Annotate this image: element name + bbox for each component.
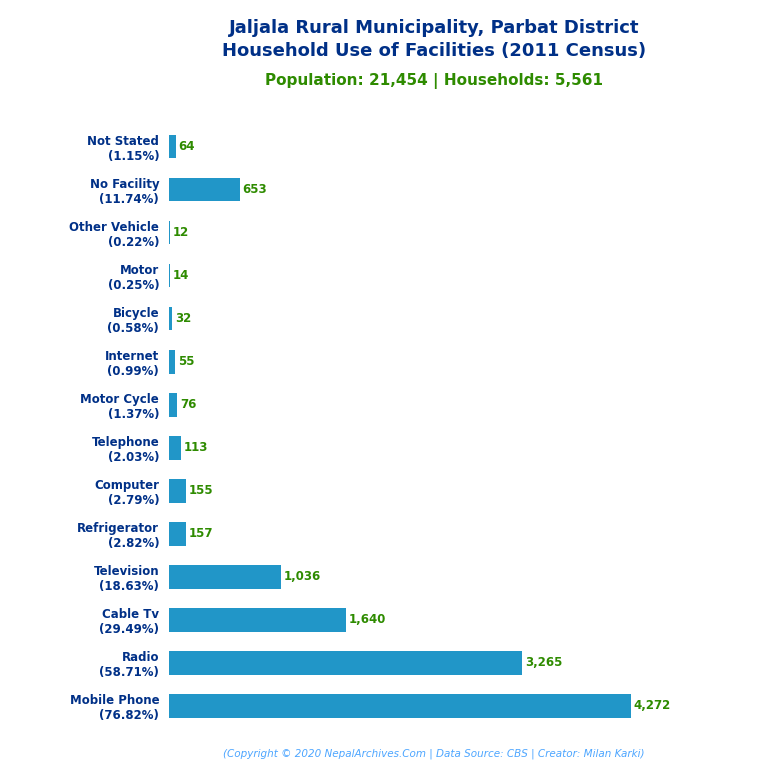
Text: 157: 157 [189, 528, 214, 541]
Text: 76: 76 [180, 399, 197, 411]
Bar [169, 307, 173, 330]
Bar [169, 220, 170, 244]
Bar [169, 694, 631, 718]
Text: 155: 155 [188, 485, 213, 498]
Bar [169, 479, 186, 502]
Bar [169, 393, 177, 416]
Text: 653: 653 [242, 183, 267, 196]
Text: (Copyright © 2020 NepalArchives.Com | Data Source: CBS | Creator: Milan Karki): (Copyright © 2020 NepalArchives.Com | Da… [223, 748, 644, 759]
Text: Jaljala Rural Municipality, Parbat District: Jaljala Rural Municipality, Parbat Distr… [229, 19, 639, 37]
Bar [169, 436, 181, 459]
Text: 32: 32 [175, 312, 191, 325]
Text: 64: 64 [179, 140, 195, 153]
Text: 55: 55 [177, 355, 194, 368]
Bar [169, 608, 346, 632]
Bar [169, 651, 522, 675]
Bar [169, 177, 240, 201]
Bar [169, 263, 170, 287]
Bar [169, 134, 176, 158]
Bar [169, 522, 186, 545]
Text: 4,272: 4,272 [634, 700, 671, 713]
Bar [169, 350, 175, 373]
Text: 1,036: 1,036 [283, 571, 321, 584]
Text: 14: 14 [173, 269, 190, 282]
Text: 1,640: 1,640 [349, 614, 386, 627]
Text: 113: 113 [184, 442, 208, 454]
Text: 12: 12 [173, 226, 189, 239]
Text: 3,265: 3,265 [525, 657, 562, 670]
Text: Household Use of Facilities (2011 Census): Household Use of Facilities (2011 Census… [222, 42, 646, 60]
Text: Population: 21,454 | Households: 5,561: Population: 21,454 | Households: 5,561 [265, 73, 603, 89]
Bar [169, 565, 281, 589]
